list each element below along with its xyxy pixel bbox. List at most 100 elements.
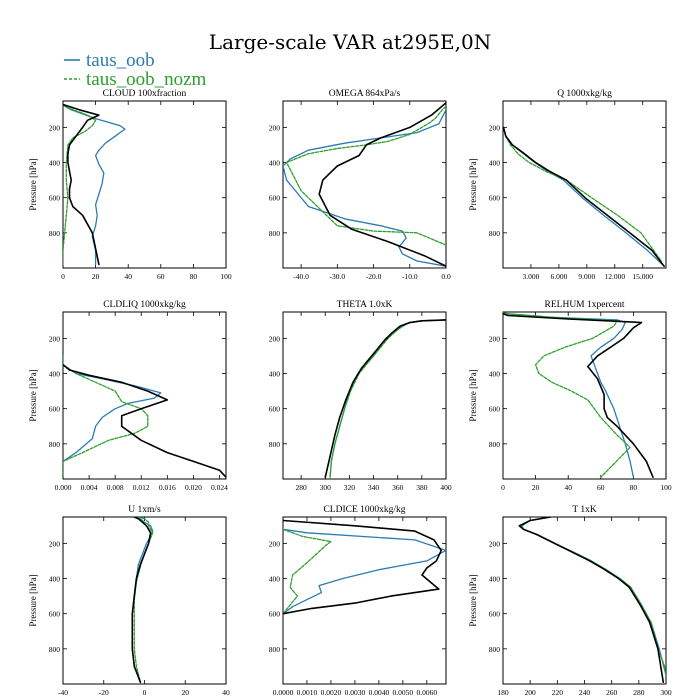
y-tick-label: 600 xyxy=(269,405,281,414)
panel-title: OMEGA 864xPa/s xyxy=(329,89,401,99)
y-tick-label: 400 xyxy=(489,370,501,379)
y-tick-label: 200 xyxy=(49,334,61,343)
y-tick-label: 800 xyxy=(489,645,501,654)
panel-title: U 1xm/s xyxy=(128,505,161,515)
x-tick-label: 280 xyxy=(633,688,645,697)
series-group xyxy=(283,519,446,615)
x-tick-label: -40.0 xyxy=(293,272,309,281)
series-group xyxy=(324,319,446,479)
y-tick-label: 800 xyxy=(489,229,501,238)
series-line-black xyxy=(503,126,665,268)
y-tick-label: 600 xyxy=(49,610,61,619)
series-line-taus_oob_nozm xyxy=(285,105,446,246)
y-tick-label: 200 xyxy=(489,123,501,132)
y-axis-label: Pressure [hPa] xyxy=(468,369,478,421)
y-tick-label: 600 xyxy=(269,610,281,619)
y-tick-label: 200 xyxy=(269,334,281,343)
x-tick-label: 0 xyxy=(143,688,147,697)
x-tick-label: 0.016 xyxy=(159,483,176,492)
series-line-black xyxy=(503,312,654,479)
panel-5: RELHUM 1xpercent 0 20 40 60 80 100 200 400 600 800… xyxy=(468,300,672,492)
x-tick-label: 0.0050 xyxy=(393,688,414,697)
panel-6: U 1xm/s -40 -20 0 20 40 200 400 600 800 Pressure [… xyxy=(28,505,230,697)
y-tick-label: 400 xyxy=(49,370,61,379)
x-tick-label: 220 xyxy=(552,688,564,697)
panel-title: RELHUM 1xpercent xyxy=(545,300,625,310)
y-axis-label: Pressure [hPa] xyxy=(28,369,38,421)
x-tick-label: 0 xyxy=(61,272,65,281)
y-tick-label: 800 xyxy=(269,645,281,654)
series-line-taus_oob xyxy=(283,528,446,615)
y-tick-label: 600 xyxy=(489,405,501,414)
x-tick-label: 20 xyxy=(92,272,100,281)
panel-title: CLOUD 100xfraction xyxy=(103,88,187,99)
y-tick-label: 400 xyxy=(269,575,281,584)
panel-frame xyxy=(282,516,447,685)
x-tick-label: 0.0060 xyxy=(417,688,438,697)
x-tick-label: 0.008 xyxy=(107,483,124,492)
panel-3: CLDLIQ 1000xkg/kg 0.000 0.004 0.008 0.012 0.0… xyxy=(28,300,228,492)
x-tick-label: 0.024 xyxy=(211,483,228,492)
y-tick-label: 200 xyxy=(49,539,61,548)
x-tick-label: 0.0040 xyxy=(369,688,390,697)
x-tick-label: 360 xyxy=(392,483,404,492)
x-tick-label: 400 xyxy=(440,483,452,492)
series-line-taus_oob_nozm xyxy=(63,103,97,266)
x-tick-label: 60 xyxy=(157,272,165,281)
x-tick-label: 0.0010 xyxy=(297,688,318,697)
series-line-taus_oob xyxy=(283,109,446,267)
panel-2: Q 1000xkg/kg 3.000 6.000 9.000 12.000 15.000 2… xyxy=(468,89,667,281)
x-tick-label: 40 xyxy=(222,688,230,697)
x-tick-label: -30.0 xyxy=(330,272,346,281)
x-tick-label: 40 xyxy=(564,483,572,492)
y-tick-label: 600 xyxy=(269,194,281,203)
series-line-taus_oob_nozm xyxy=(503,126,662,262)
y-tick-label: 800 xyxy=(269,229,281,238)
series-group xyxy=(503,312,654,479)
panel-0: CLOUD 100xfraction 0 20 40 60 80 100 200 400 600 8… xyxy=(28,88,232,281)
series-line-black xyxy=(318,102,446,268)
series-line-black xyxy=(131,517,152,684)
x-tick-label: 0.0 xyxy=(441,272,451,281)
y-tick-label: 600 xyxy=(489,610,501,619)
series-group xyxy=(518,517,666,684)
panel-title: T 1xK xyxy=(572,505,597,515)
x-tick-label: 20 xyxy=(182,688,190,697)
y-tick-label: 800 xyxy=(489,440,501,449)
x-tick-label: 0.0030 xyxy=(345,688,366,697)
panel-title: THETA 1.0xK xyxy=(337,300,393,310)
y-tick-label: 200 xyxy=(489,539,501,548)
series-group xyxy=(283,102,446,268)
panel-7: CLDICE 1000xkg/kg 0.0000 0.0010 0.0020 0.003… xyxy=(269,505,447,697)
x-tick-label: 40 xyxy=(124,272,132,281)
series-line-taus_oob_nozm xyxy=(63,355,149,477)
panel-frame xyxy=(62,100,227,269)
legend-label-0: taus_oob xyxy=(86,50,155,71)
series-line-black xyxy=(63,363,226,479)
y-tick-label: 800 xyxy=(49,229,61,238)
x-tick-label: 3.000 xyxy=(523,272,540,281)
x-tick-label: 200 xyxy=(525,688,537,697)
x-tick-label: 280 xyxy=(295,483,307,492)
x-tick-label: 80 xyxy=(630,483,638,492)
x-tick-label: 6.000 xyxy=(550,272,567,281)
y-tick-label: 600 xyxy=(49,194,61,203)
x-tick-label: 12.000 xyxy=(604,272,625,281)
panel-title: CLDICE 1000xkg/kg xyxy=(323,505,405,515)
y-tick-label: 400 xyxy=(489,575,501,584)
y-axis-label: Pressure [hPa] xyxy=(28,158,38,210)
series-line-black xyxy=(518,517,665,684)
x-tick-label: 380 xyxy=(416,483,428,492)
y-tick-label: 400 xyxy=(269,159,281,168)
x-tick-label: 340 xyxy=(368,483,380,492)
series-line-black xyxy=(283,519,443,615)
panel-frame xyxy=(282,311,447,480)
x-tick-label: 0.020 xyxy=(185,483,202,492)
y-tick-label: 200 xyxy=(489,334,501,343)
x-tick-label: 80 xyxy=(190,272,198,281)
series-line-black xyxy=(324,319,446,479)
y-axis-label: Pressure [hPa] xyxy=(468,158,478,210)
y-axis-label: Pressure [hPa] xyxy=(28,574,38,626)
